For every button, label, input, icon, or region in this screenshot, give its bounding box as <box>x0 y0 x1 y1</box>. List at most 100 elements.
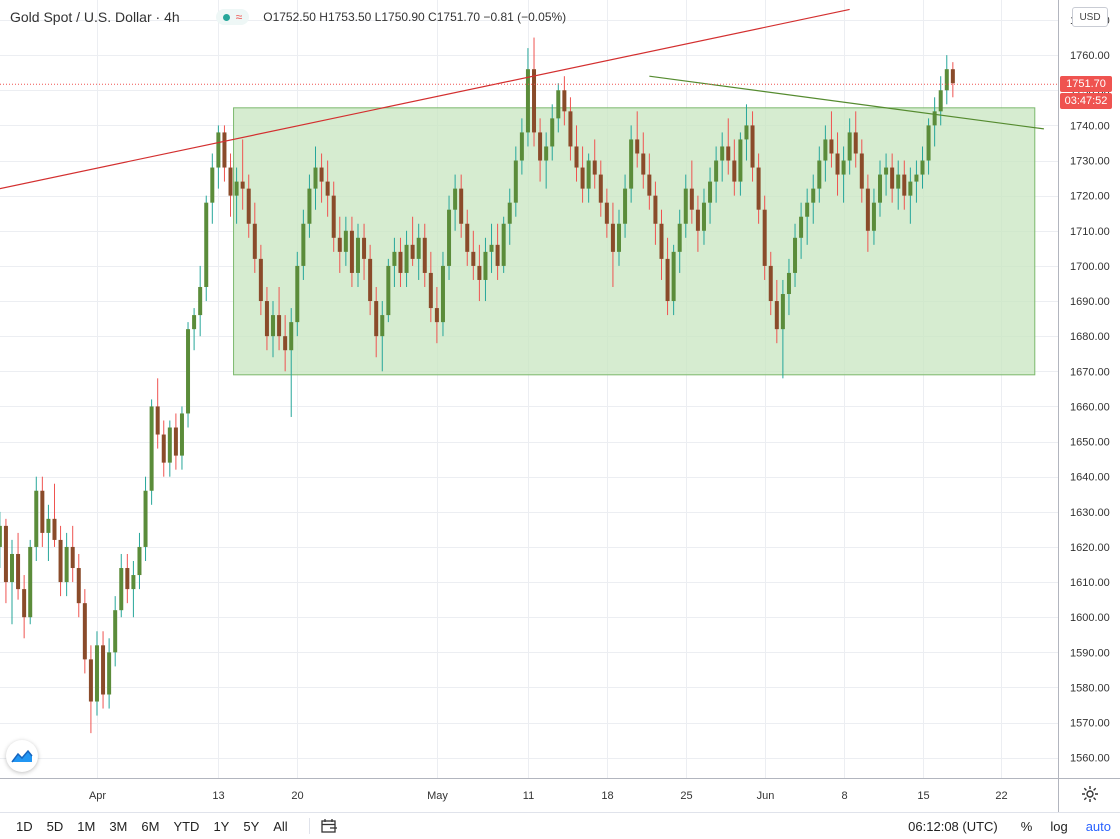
bottom-toolbar: 1D 5D 1M 3M 6M YTD 1Y 5Y All 06:12:08 (U… <box>0 812 1120 839</box>
candles <box>0 37 955 734</box>
symbol-title[interactable]: Gold Spot / U.S. Dollar · 4h <box>10 9 180 25</box>
candle-down <box>410 244 415 259</box>
candle-down <box>3 525 8 583</box>
percent-scale-button[interactable]: % <box>1020 818 1033 834</box>
range-5d[interactable]: 5D <box>46 818 64 834</box>
candle-up <box>738 139 743 182</box>
candle-down <box>428 272 433 309</box>
utc-clock[interactable]: 06:12:08 (UTC) <box>908 818 998 834</box>
candle-up <box>708 181 713 203</box>
price-tick-label: 1690.00 <box>1070 296 1110 308</box>
candle-up <box>343 230 348 252</box>
time-tick-label: 11 <box>523 790 534 802</box>
candle-down <box>101 645 106 695</box>
candle-down <box>52 518 57 540</box>
price-tick-label: 1730.00 <box>1070 156 1110 168</box>
candle-up <box>908 181 913 196</box>
candle-down <box>641 153 646 175</box>
title-separator: · <box>155 9 161 25</box>
candle-down <box>331 195 336 238</box>
range-ytd[interactable]: YTD <box>173 818 200 834</box>
price-tick-label: 1620.00 <box>1070 542 1110 554</box>
price-tick-label: 1610.00 <box>1070 577 1110 589</box>
time-tick-label: 25 <box>680 790 692 802</box>
candle-up <box>313 167 318 189</box>
candle-down <box>902 174 907 196</box>
price-tick-label: 1570.00 <box>1070 718 1110 730</box>
candle-down <box>604 202 609 224</box>
candle-up <box>671 251 676 302</box>
candle-down <box>82 603 87 660</box>
candle-up <box>295 265 300 323</box>
time-tick-label: 22 <box>995 790 1007 802</box>
candle-up <box>896 174 901 189</box>
candle-up <box>119 568 124 611</box>
candle-down <box>161 434 166 463</box>
candle-up <box>186 329 191 414</box>
candle-up <box>556 90 561 119</box>
candle-up <box>623 188 628 224</box>
bar-countdown-tag: 03:47:52 <box>1060 93 1112 110</box>
gear-icon[interactable] <box>1080 784 1100 804</box>
candle-down <box>659 223 664 259</box>
candle-up <box>94 645 99 702</box>
candle-up <box>167 427 172 463</box>
range-1y[interactable]: 1Y <box>213 818 230 834</box>
candle-up <box>416 237 421 259</box>
candle-up <box>507 202 512 224</box>
candle-down <box>459 188 464 224</box>
price-tick-label: 1590.00 <box>1070 647 1110 659</box>
candle-down <box>726 146 731 161</box>
auto-scale-button[interactable]: auto <box>1085 818 1111 834</box>
log-scale-button[interactable]: log <box>1050 818 1068 834</box>
candle-up <box>198 286 203 316</box>
price-tick-label: 1560.00 <box>1070 753 1110 765</box>
candle-down <box>859 153 864 189</box>
calendar-range-icon[interactable] <box>320 817 338 835</box>
price-tick-label: 1630.00 <box>1070 507 1110 519</box>
candle-down <box>173 427 178 456</box>
currency-button[interactable]: USD <box>1072 7 1108 27</box>
candle-down <box>756 167 761 210</box>
candle-up <box>701 202 706 231</box>
candle-down <box>258 258 263 302</box>
candle-up <box>841 160 846 175</box>
time-tick-label: Apr <box>89 790 106 802</box>
candle-down <box>695 209 700 231</box>
symbol-name: Gold Spot / U.S. Dollar <box>10 9 152 25</box>
candle-up <box>234 181 239 196</box>
market-open-icon <box>222 13 230 21</box>
candle-down <box>362 237 367 259</box>
candle-down <box>16 553 21 590</box>
candle-up <box>932 111 937 126</box>
range-5y[interactable]: 5Y <box>243 818 260 834</box>
time-tick-label: 18 <box>601 790 613 802</box>
range-1d[interactable]: 1D <box>16 818 33 834</box>
chart-header: Gold Spot / U.S. Dollar · 4h ≈ O1752.50 … <box>0 0 1058 34</box>
price-tick-label: 1670.00 <box>1070 366 1110 378</box>
tradingview-logo-icon[interactable] <box>6 740 38 772</box>
range-box-layer <box>233 107 1036 376</box>
candle-up <box>920 160 925 175</box>
candle-down <box>538 132 543 161</box>
range-1m[interactable]: 1M <box>77 818 96 834</box>
candle-down <box>829 139 834 154</box>
candle-down <box>477 265 482 280</box>
range-3m[interactable]: 3M <box>109 818 128 834</box>
candle-up <box>525 69 530 133</box>
candle-up <box>786 272 791 295</box>
candle-down <box>865 188 870 231</box>
candle-down <box>398 251 403 273</box>
candle-down <box>277 315 282 337</box>
candle-up <box>34 490 39 547</box>
time-tick-label: 20 <box>291 790 303 802</box>
candle-up <box>519 132 524 161</box>
candle-up <box>823 139 828 161</box>
candle-up <box>914 174 919 182</box>
range-6m[interactable]: 6M <box>141 818 160 834</box>
candle-down <box>653 195 658 224</box>
market-status[interactable]: ≈ <box>215 9 250 25</box>
candle-down <box>70 546 75 569</box>
range-all[interactable]: All <box>273 818 288 834</box>
price-chart[interactable]: 1560.00 1570.00 1580.00 1590.00 1600.00 1610.… <box>0 0 1120 812</box>
